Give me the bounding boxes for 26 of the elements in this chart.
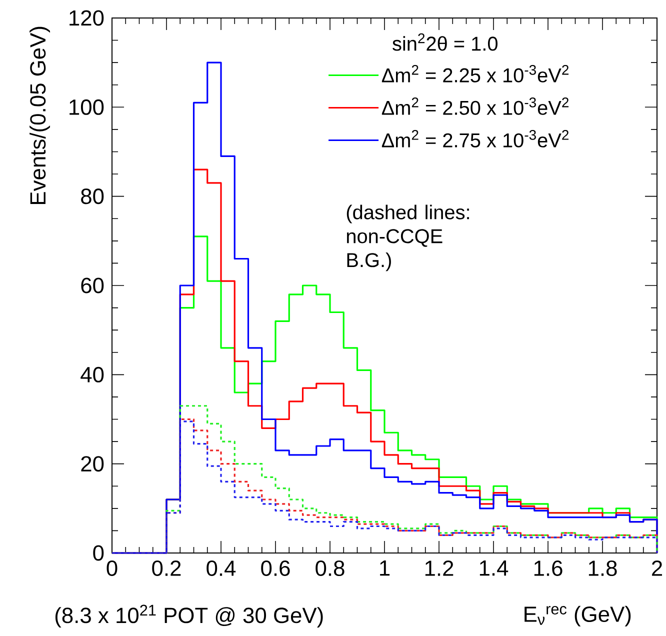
- x-tick-label: 0.2: [152, 560, 181, 576]
- annotation: (dashed lines: non-CCQE B.G.): [346, 204, 469, 272]
- x-tick-label: 0.8: [316, 560, 344, 576]
- legend-title: sin$^{2}$2θ = 1.0: [392, 33, 498, 51]
- y-tick-label: 20: [81, 456, 104, 472]
- y-tick-label: 60: [81, 278, 104, 294]
- y-tick-label: 80: [81, 188, 104, 204]
- x-tick-label: 1.8: [588, 560, 617, 576]
- legend-label: Δm$^{2}$ = 2.75 x 10$^{-3}$eV$^{2}$: [382, 130, 569, 148]
- x-tick-label: 1: [380, 560, 390, 576]
- x-tick-label: 1.4: [480, 560, 508, 576]
- y-axis-title: Events/(0.05 GeV): [30, 26, 50, 204]
- legend-label: Δm$^{2}$ = 2.25 x 10$^{-3}$eV$^{2}$: [382, 64, 569, 82]
- x-tick-label: 1.6: [534, 560, 562, 576]
- x-tick-label: 1.2: [425, 560, 454, 576]
- x-tick-label: 0.4: [206, 560, 236, 576]
- x-tick-label: 2: [652, 560, 662, 576]
- x-axis-title: E$_{ν}$$^{rec}$ (GeV): [524, 606, 631, 626]
- text: (8.3 x 10$^{21}$ POT @ 30 GeV): [55, 604, 323, 628]
- y-tick-label: 0: [93, 545, 104, 561]
- y-tick-label: 40: [80, 366, 104, 382]
- x-tick-label: 0: [106, 560, 118, 576]
- y-tick-label: 100: [70, 99, 104, 115]
- x-tick-label: 0.6: [261, 560, 290, 576]
- legend-label: Δm$^{2}$ = 2.50 x 10$^{-3}$eV$^{2}$: [382, 97, 569, 115]
- y-tick-label: 120: [70, 10, 104, 26]
